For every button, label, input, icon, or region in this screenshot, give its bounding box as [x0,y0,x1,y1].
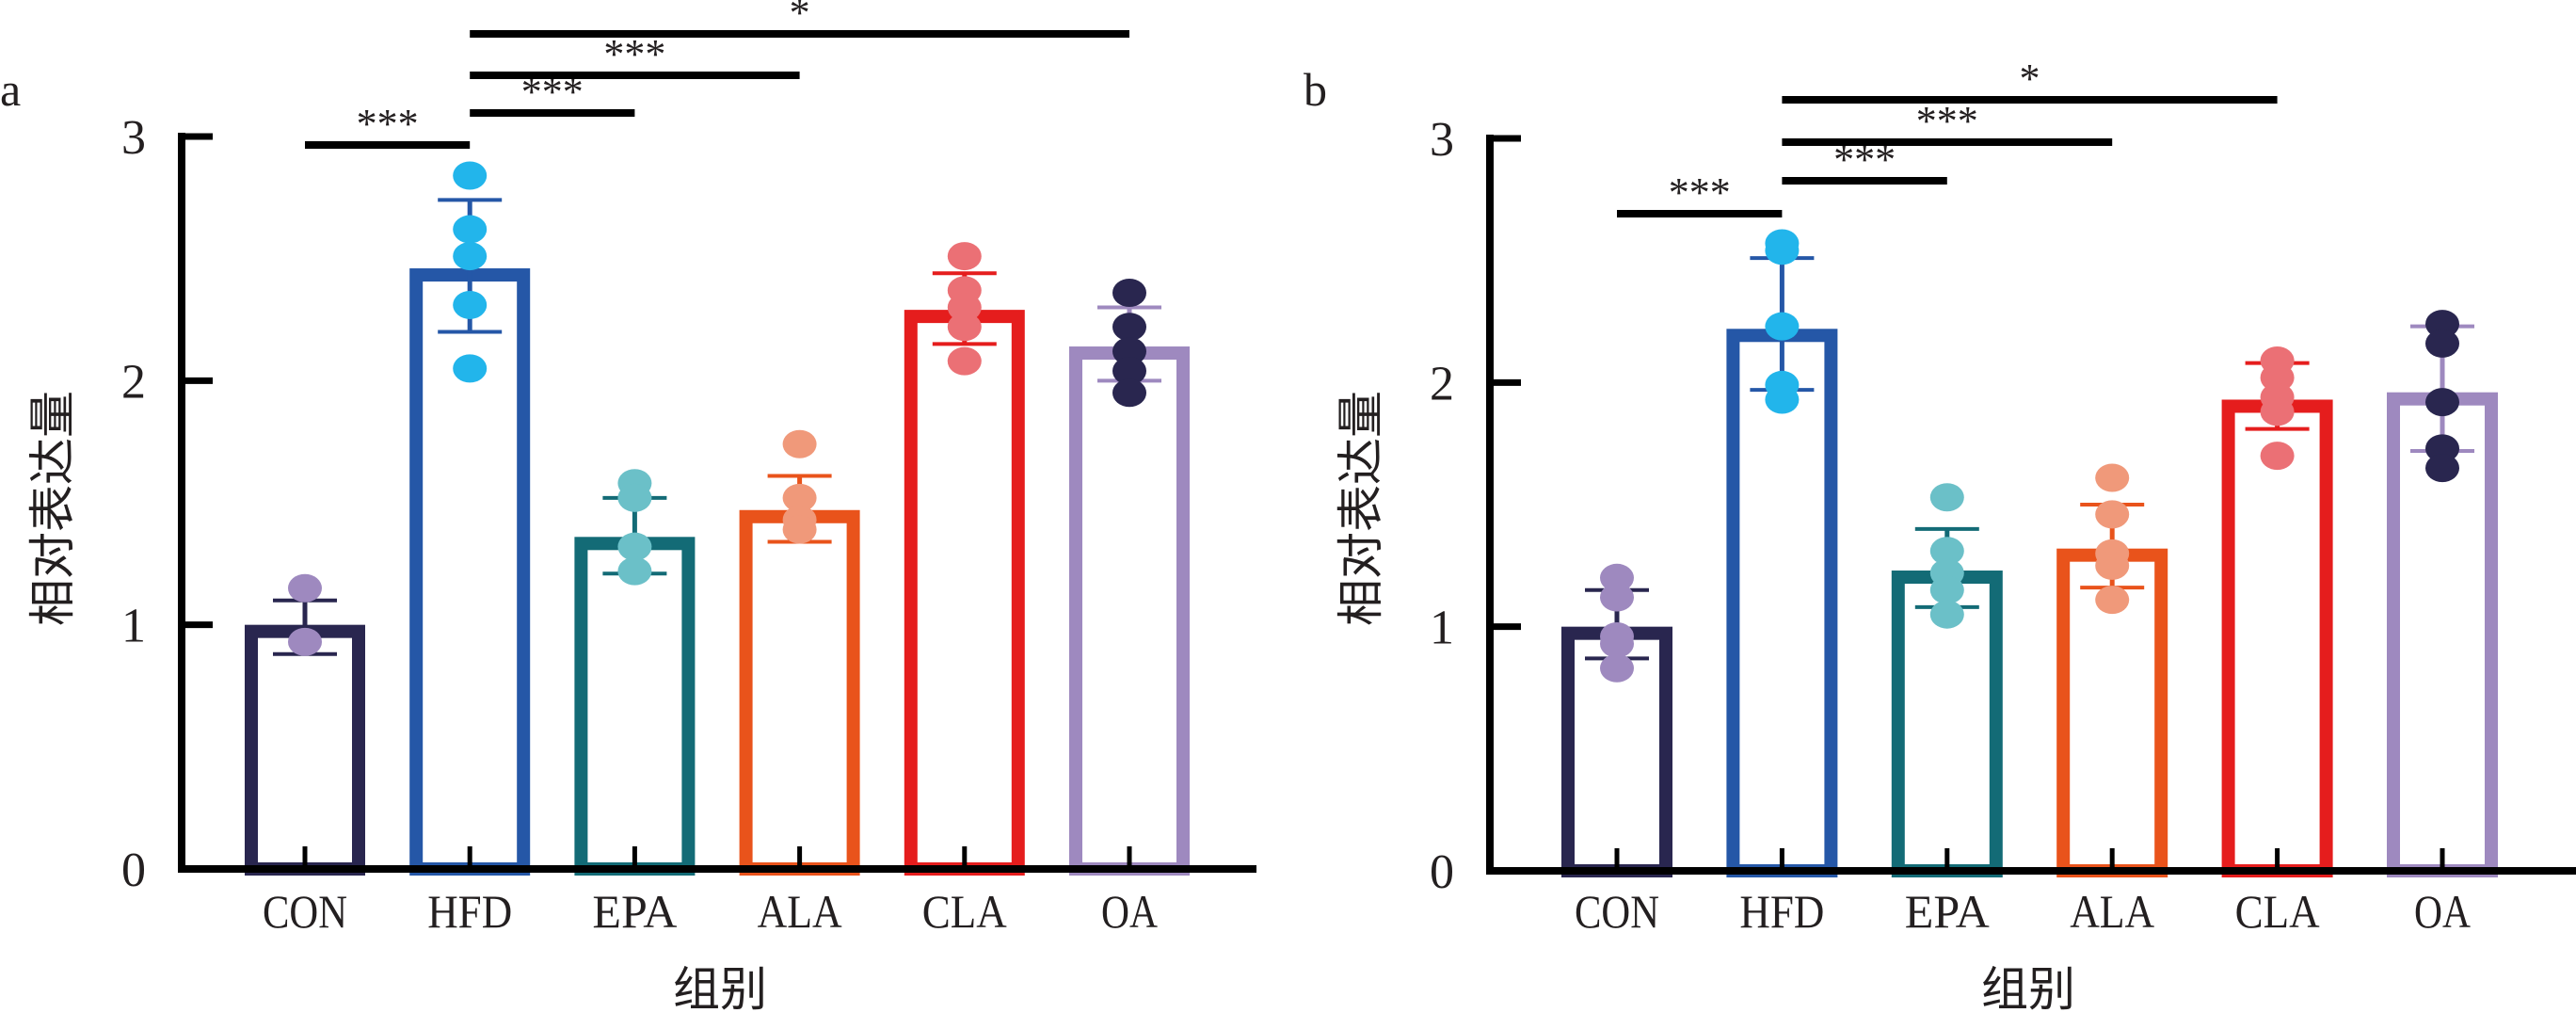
data-point-oa [1112,313,1146,342]
y-tick-label: 0 [121,844,146,897]
x-axis-title: 组别 [673,963,767,1013]
significance-label: *** [1916,98,1978,144]
data-point-hfd [453,290,488,319]
data-point-epa [617,532,652,561]
data-point-epa [617,483,652,512]
significance-label: *** [1669,169,1731,216]
data-point-hfd [453,215,488,244]
data-point-hfd [1765,312,1800,341]
bar-ala [739,509,860,876]
data-point-oa [1112,356,1146,385]
x-tick-label-con: CON [263,885,347,938]
data-point-hfd [1765,236,1800,265]
bar-con [245,624,365,876]
bar-cla [904,310,1025,876]
data-point-oa [2425,329,2459,358]
x-tick-label-epa: EPA [592,885,677,938]
x-axis-title: 组别 [1981,963,2075,1013]
data-point-hfd [453,161,488,190]
x-tick-label-oa: OA [1101,885,1158,938]
data-point-cla [947,346,982,376]
data-point-oa [1112,337,1146,366]
data-point-ala [782,515,817,544]
data-point-epa [1929,575,1964,604]
data-point-ala [2095,586,2130,615]
bar-cla [2221,399,2333,877]
y-tick-label: 1 [1430,602,1454,655]
data-point-cla [2260,397,2295,426]
data-point-cla [2260,442,2295,471]
data-point-epa [617,556,652,586]
data-point-hfd [453,242,488,271]
data-point-ala [782,429,817,458]
significance-label: *** [603,31,665,77]
significance-label: *** [357,101,419,147]
data-point-oa [2425,310,2459,339]
x-tick-label-hfd: HFD [427,885,512,938]
data-point-cla [947,313,982,342]
data-point-cla [947,293,982,322]
data-point-con [288,627,322,656]
data-point-epa [1929,483,1964,512]
data-point-con [1600,629,1634,658]
significance-label: * [2020,56,2040,102]
data-point-ala [2095,500,2130,529]
bar-hfd [1726,329,1838,877]
x-tick-label-oa: OA [2414,885,2471,938]
data-point-ala [782,483,817,512]
data-point-epa [1929,600,1964,629]
significance-label: * [790,0,810,36]
data-point-oa [2425,434,2459,463]
x-tick-label-ala: ALA [2070,885,2154,938]
y-axis-title: 相对表达量 [1335,391,1387,626]
bar-oa [1069,346,1190,876]
data-point-oa [1112,278,1146,307]
data-point-hfd [453,354,488,383]
y-tick-label: 1 [121,600,146,653]
data-point-oa [1112,378,1146,408]
data-point-epa [1929,537,1964,566]
data-point-con [288,573,322,603]
data-point-con [1600,563,1634,592]
y-tick-label: 2 [1430,357,1454,410]
y-tick-label: 3 [1430,113,1454,167]
data-point-ala [2095,463,2130,492]
data-point-con [1600,653,1634,683]
y-tick-label: 2 [121,355,146,409]
panel-letter: b [1304,63,1327,116]
x-tick-label-ala: ALA [758,885,842,938]
data-point-hfd [1765,385,1800,414]
x-tick-label-hfd: HFD [1739,885,1824,938]
y-tick-label: 0 [1430,845,1454,899]
y-tick-label: 3 [121,111,146,165]
x-tick-label-cla: CLA [2235,885,2320,938]
x-tick-label-epa: EPA [1905,885,1990,938]
data-point-oa [2425,454,2459,483]
x-tick-label-con: CON [1575,885,1659,938]
data-point-cla [947,242,982,271]
data-point-con [1600,583,1634,612]
x-tick-label-cla: CLA [922,885,1007,938]
data-point-oa [2425,388,2459,417]
data-point-cla [2260,363,2295,393]
data-point-ala [2095,551,2130,580]
panel-letter: a [0,63,21,116]
y-axis-title: 相对表达量 [26,391,79,626]
bar-epa [574,537,696,876]
